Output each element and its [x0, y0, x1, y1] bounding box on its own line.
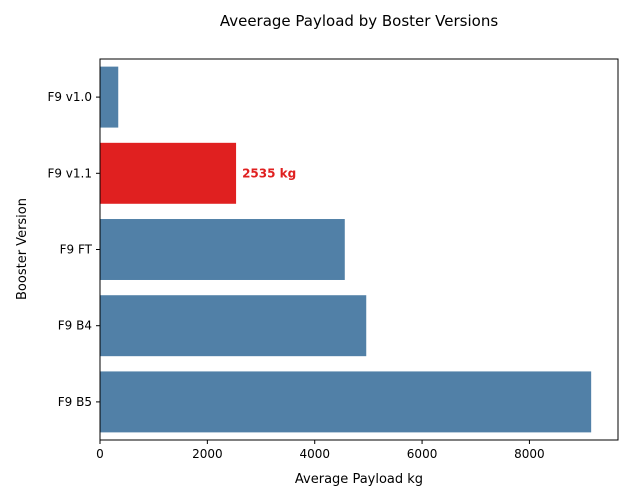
x-tick-label: 8000: [514, 447, 545, 461]
y-tick-label: F9 v1.0: [47, 90, 92, 104]
bar-f9-b4: [100, 295, 367, 357]
y-tick-label: F9 FT: [60, 243, 93, 257]
bar-f9-v1-0: [100, 66, 119, 128]
y-tick-label: F9 B5: [58, 395, 92, 409]
x-tick-label: 2000: [192, 447, 223, 461]
plot-frame: [99, 58, 619, 441]
y-tick-label: F9 B4: [58, 319, 92, 333]
x-tick-label: 4000: [299, 447, 330, 461]
bar-f9-ft: [100, 219, 345, 280]
highlight-data-label: 2535 kg: [242, 166, 296, 180]
x-axis-label: Average Payload kg: [295, 472, 423, 487]
y-axis-label: Booster Version: [15, 198, 30, 300]
y-tick-label: F9 v1.1: [47, 166, 92, 180]
plot-area: F9 v1.0 F9 v1.1 2535 kg F9 FT F9 B4 F9 B5 0 200…: [47, 58, 619, 461]
chart-title: Aveerage Payload by Boster Versions: [220, 12, 499, 30]
bar-f9-v1-1: [100, 142, 237, 204]
bar-f9-b5: [100, 371, 592, 433]
x-tick-label: 6000: [407, 447, 438, 461]
x-tick-label: 0: [96, 447, 104, 461]
